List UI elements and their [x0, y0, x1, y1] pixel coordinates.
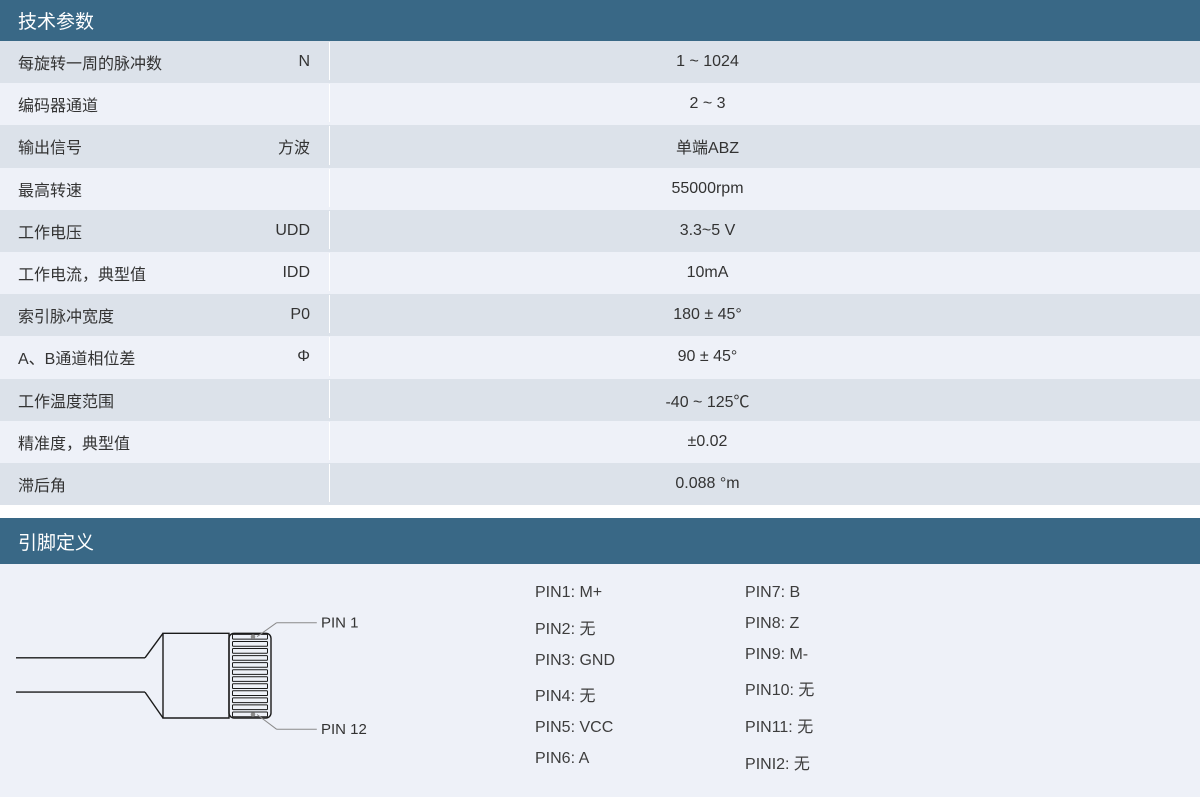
svg-text:PIN 12: PIN 12	[321, 721, 367, 738]
svg-text:PIN 1: PIN 1	[321, 615, 359, 632]
